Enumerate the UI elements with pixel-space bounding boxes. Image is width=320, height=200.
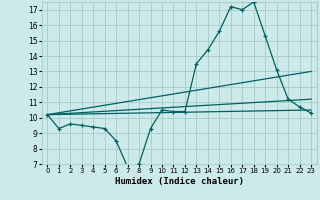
X-axis label: Humidex (Indice chaleur): Humidex (Indice chaleur)	[115, 177, 244, 186]
